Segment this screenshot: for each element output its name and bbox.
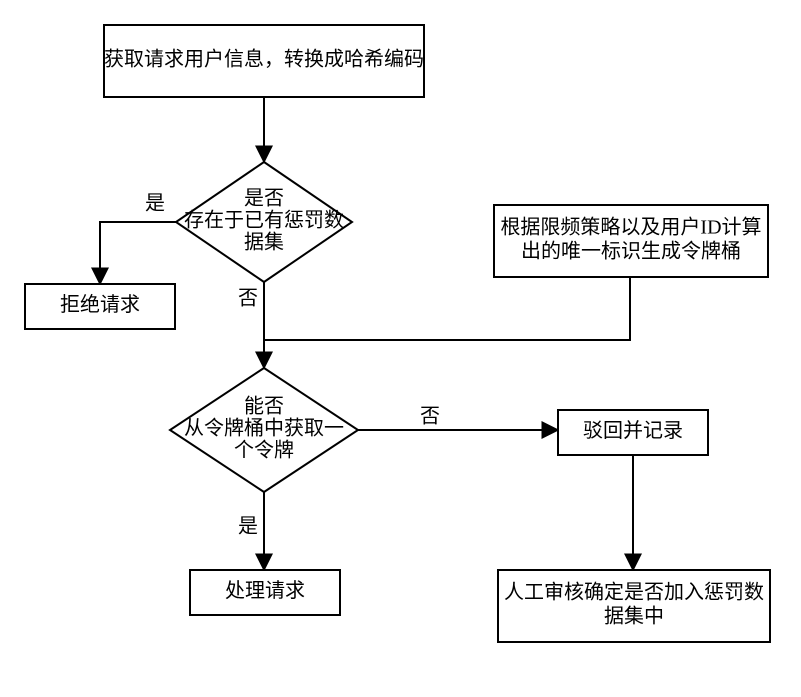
edge-label-2: 否 xyxy=(238,288,258,310)
node-n2-line-2: 据集 xyxy=(244,231,284,254)
node-n2-line-0: 是否 xyxy=(244,188,284,210)
node-n2-line-1: 存在于已有惩罚数 xyxy=(184,209,344,232)
edge-label-4: 否 xyxy=(420,406,440,428)
flowchart-canvas: 是否否是获取请求用户信息，转换成哈希编码是否存在于已有惩罚数据集拒绝请求根据限频… xyxy=(0,0,801,697)
node-n6-line-0: 驳回并记录 xyxy=(583,419,683,442)
edge-3 xyxy=(264,277,630,340)
node-n7-line-0: 处理请求 xyxy=(225,579,305,602)
edge-label-5: 是 xyxy=(238,516,258,538)
node-n4-line-0: 根据限频策略以及用户ID计算 xyxy=(500,216,761,239)
node-n4-line-1: 出的唯一标识生成令牌桶 xyxy=(521,240,741,263)
node-n3-line-0: 拒绝请求 xyxy=(60,293,140,316)
node-n5-line-2: 个令牌 xyxy=(234,439,294,462)
node-n8-line-1: 据集中 xyxy=(604,605,664,628)
edge-label-1: 是 xyxy=(145,193,165,215)
node-n5-line-1: 从令牌桶中获取一 xyxy=(184,417,344,440)
node-n8-line-0: 人工审核确定是否加入惩罚数 xyxy=(504,581,764,604)
node-n5-line-0: 能否 xyxy=(244,395,284,418)
edge-1 xyxy=(100,222,176,284)
node-n1-line-0: 获取请求用户信息，转换成哈希编码 xyxy=(104,48,424,71)
